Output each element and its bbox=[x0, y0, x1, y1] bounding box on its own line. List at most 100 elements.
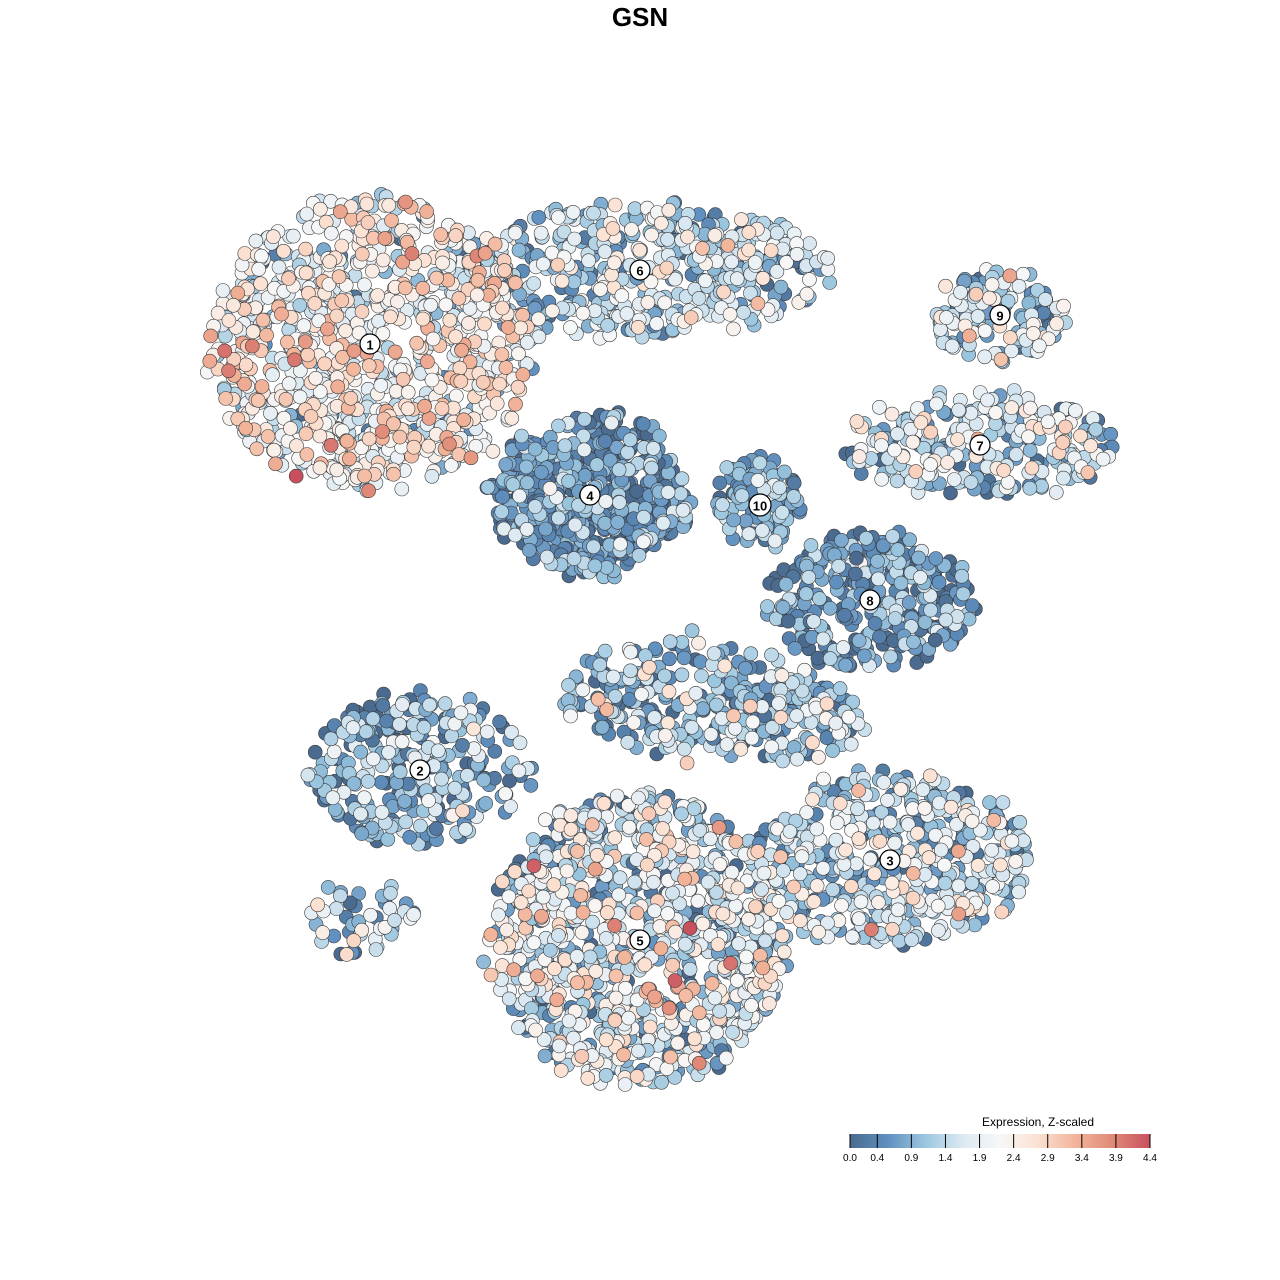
cell-point bbox=[967, 917, 983, 933]
chart-title: GSN bbox=[611, 2, 669, 32]
cell-point bbox=[631, 548, 647, 563]
cell-point bbox=[939, 310, 954, 325]
cell-point bbox=[938, 612, 954, 628]
cell-point bbox=[563, 708, 578, 724]
cell-point bbox=[890, 426, 905, 442]
cell-point bbox=[575, 682, 591, 698]
cell-point bbox=[577, 468, 593, 483]
cell-point bbox=[515, 307, 530, 323]
cell-point bbox=[582, 949, 598, 965]
cell-point bbox=[292, 389, 308, 405]
cell-point bbox=[835, 640, 851, 655]
cell-point bbox=[695, 241, 710, 256]
cell-point bbox=[700, 874, 716, 890]
cell-point bbox=[624, 222, 639, 237]
cell-point bbox=[849, 414, 865, 429]
cell-point bbox=[437, 696, 453, 711]
cell-point bbox=[507, 527, 523, 543]
cell-point bbox=[597, 643, 613, 659]
cell-point bbox=[988, 405, 1004, 420]
cell-point bbox=[825, 882, 841, 897]
cell-points bbox=[200, 187, 1120, 1092]
cell-point bbox=[498, 786, 513, 802]
cell-point bbox=[677, 936, 693, 952]
cell-point bbox=[980, 392, 995, 408]
cell-point bbox=[927, 632, 943, 648]
cell-point bbox=[785, 675, 800, 691]
cell-point bbox=[613, 536, 628, 552]
cell-point bbox=[870, 553, 885, 569]
cell-point bbox=[518, 459, 534, 475]
cell-point bbox=[607, 197, 623, 213]
cell-point bbox=[466, 721, 481, 737]
cell-point bbox=[563, 320, 578, 335]
cell-point bbox=[651, 428, 667, 444]
cell-point bbox=[887, 835, 903, 851]
cell-point bbox=[495, 874, 510, 890]
cell-point bbox=[767, 533, 783, 549]
cell-point bbox=[1049, 316, 1064, 331]
cell-point bbox=[665, 885, 680, 901]
cell-point bbox=[963, 474, 979, 490]
cell-point bbox=[226, 297, 241, 313]
cell-point bbox=[606, 255, 622, 271]
cell-point bbox=[1004, 833, 1020, 849]
cell-point bbox=[565, 205, 581, 220]
cell-point bbox=[832, 796, 848, 811]
cell-point bbox=[444, 728, 459, 744]
cell-point bbox=[822, 600, 838, 616]
cell-point bbox=[801, 569, 817, 585]
cell-point bbox=[507, 275, 523, 291]
cell-point bbox=[380, 831, 396, 847]
cell-point bbox=[728, 898, 744, 914]
cell-point bbox=[248, 233, 264, 249]
cell-point bbox=[944, 338, 960, 354]
cell-point bbox=[623, 644, 639, 660]
cell-point bbox=[719, 737, 735, 752]
cell-point bbox=[736, 305, 751, 320]
cell-point bbox=[476, 772, 492, 788]
cell-point bbox=[692, 654, 708, 670]
cell-point bbox=[709, 885, 724, 900]
cell-point bbox=[684, 719, 700, 735]
cell-point bbox=[561, 1013, 577, 1029]
cell-point bbox=[361, 431, 377, 447]
cell-point bbox=[511, 242, 527, 258]
cell-point bbox=[451, 291, 467, 306]
cell-point bbox=[621, 1010, 636, 1026]
cell-point bbox=[550, 210, 566, 225]
cell-point bbox=[620, 734, 636, 750]
cell-point bbox=[527, 499, 543, 514]
cell-point bbox=[322, 254, 338, 269]
cell-point bbox=[535, 889, 551, 905]
cell-point bbox=[557, 438, 573, 454]
cell-point bbox=[592, 657, 608, 673]
cell-point bbox=[280, 334, 295, 350]
cell-point bbox=[542, 942, 558, 958]
cell-point bbox=[598, 494, 614, 509]
cell-point bbox=[703, 727, 719, 742]
cell-point bbox=[684, 623, 700, 639]
cell-point bbox=[901, 595, 917, 610]
cell-point bbox=[841, 709, 857, 725]
cell-point bbox=[566, 1030, 581, 1046]
cell-point bbox=[387, 344, 403, 360]
cell-point bbox=[710, 937, 726, 952]
cell-point bbox=[1058, 419, 1073, 435]
cell-point bbox=[285, 228, 301, 244]
cell-point bbox=[1012, 814, 1028, 830]
cell-point bbox=[734, 212, 749, 227]
cell-point bbox=[725, 1024, 740, 1040]
cell-point bbox=[519, 475, 535, 491]
cell-point bbox=[923, 602, 938, 618]
cell-point bbox=[298, 265, 314, 281]
cell-point bbox=[1040, 414, 1056, 430]
cell-point bbox=[392, 764, 408, 780]
cell-point bbox=[383, 309, 398, 325]
cell-point bbox=[1004, 400, 1020, 416]
cell-point bbox=[443, 458, 459, 473]
cell-point bbox=[616, 1047, 631, 1063]
cell-point bbox=[802, 272, 817, 287]
cell-point bbox=[395, 697, 410, 712]
